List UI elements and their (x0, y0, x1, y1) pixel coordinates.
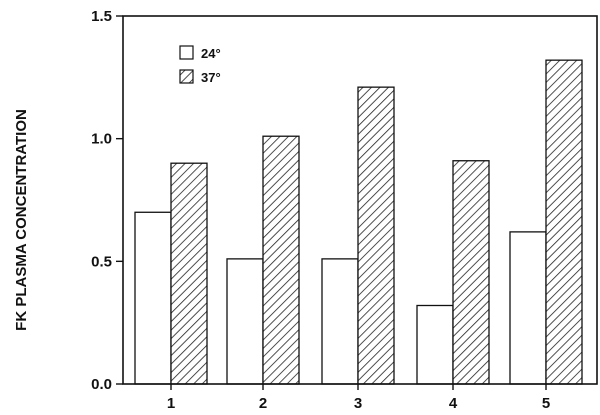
plot-frame (122, 15, 598, 385)
y-tick-label-1: 0.5 (91, 253, 112, 270)
y-tick-label-0: 0.0 (91, 376, 112, 393)
bar-24-cat-1 (134, 211, 172, 385)
legend-label-37: 37° (201, 70, 221, 85)
bar-24-cat-2 (226, 258, 264, 385)
bar-24-cat-4 (416, 304, 454, 385)
legend-swatch-24 (179, 45, 194, 60)
x-tick-label-2: 2 (259, 395, 267, 412)
x-ticks-group: 1 2 3 4 5 (167, 384, 550, 412)
y-tick-label-3: 1.5 (91, 8, 112, 25)
legend-swatch-37 (179, 69, 194, 84)
bar-37-cat-3 (357, 86, 395, 385)
bar-24-cat-5 (509, 231, 547, 385)
x-tick-label-3: 3 (354, 395, 362, 412)
y-tick-label-2: 1.0 (91, 131, 112, 148)
legend: 24° 37° (179, 45, 221, 85)
legend-label-24: 24° (201, 46, 221, 61)
bar-37-cat-5 (545, 59, 583, 385)
x-tick-label-1: 1 (167, 395, 175, 412)
bar-37-cat-1 (170, 162, 208, 385)
bars-group (134, 59, 583, 385)
y-axis-label: FK PLASMA CONCENTRATION (13, 109, 30, 331)
bar-37-cat-4 (452, 160, 490, 385)
y-ticks-group: 0.0 0.5 1.0 1.5 (91, 8, 123, 393)
bar-24-cat-3 (321, 258, 359, 385)
bar-37-cat-2 (262, 135, 300, 385)
x-tick-label-5: 5 (542, 395, 550, 412)
y-axis-label-group: FK PLASMA CONCENTRATION (13, 109, 30, 331)
x-tick-label-4: 4 (449, 395, 458, 412)
